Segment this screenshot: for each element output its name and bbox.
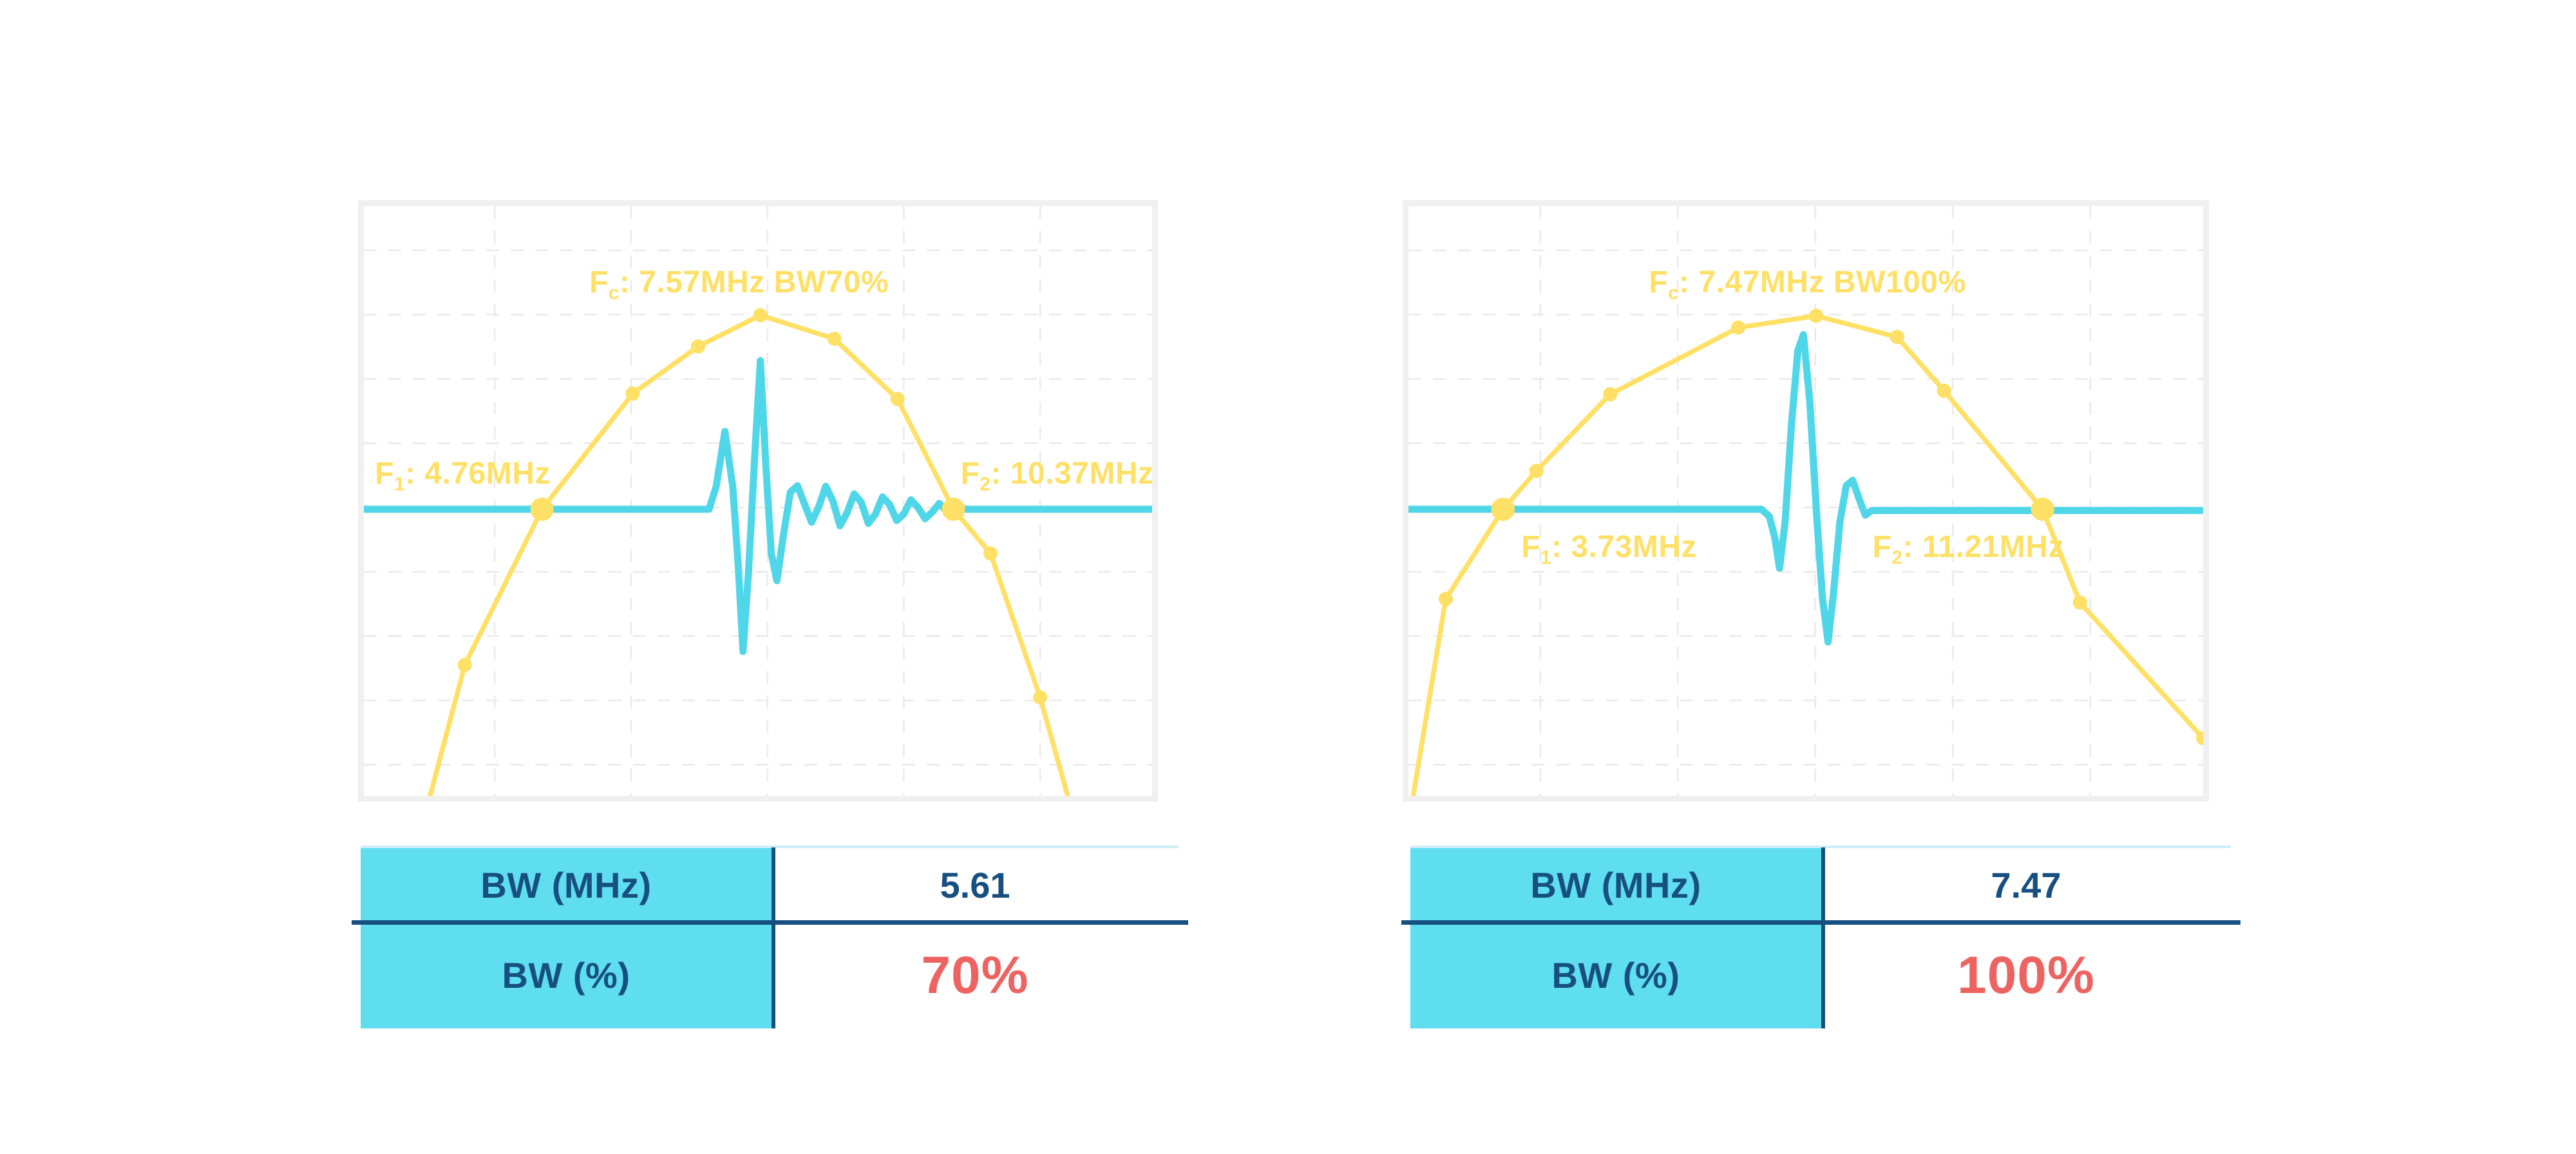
frequency-spectrum-marker-small — [1731, 320, 1746, 335]
f1-value: : 4.76MHz — [405, 457, 551, 491]
fc-value: : 7.57MHz BW70% — [619, 265, 889, 300]
f2-value: : 10.37MHz — [990, 457, 1154, 491]
frequency-spectrum-marker-small — [1529, 464, 1544, 478]
frequency-spectrum-marker-small — [1033, 690, 1048, 705]
fc-label: F — [1649, 265, 1669, 300]
chart-frame-broadband: Fc: 7.47MHz BW100% F1: 3.73MHz F2: 11.21… — [1403, 200, 2209, 802]
f2-annotation: F2: 10.37MHz — [960, 457, 1154, 494]
pulse-echo-waveform-curve — [1408, 331, 2203, 646]
pulse-echo-waveform-curve — [364, 357, 1152, 656]
fc-subscript: c — [608, 283, 620, 305]
f2-label: F — [1872, 529, 1892, 564]
f2-label: F — [960, 457, 980, 491]
frequency-spectrum-marker-small — [1889, 330, 1904, 345]
table-row: BW (%) 100% — [1410, 922, 2231, 1028]
f1-label: F — [375, 457, 394, 491]
table-top-rule — [361, 846, 1179, 848]
fc-annotation: Fc: 7.57MHz BW70% — [589, 265, 889, 303]
bw-mhz-value-cell: 5.61 — [772, 847, 1179, 922]
frequency-spectrum-marker-small — [2195, 731, 2203, 746]
chart-frame-narrowband: Fc: 7.57MHz BW70% F1: 4.76MHz F2: 10.37M… — [358, 200, 1158, 802]
frequency-spectrum-curve — [1410, 313, 2203, 796]
table-row: BW (MHz) 5.61 — [361, 847, 1179, 922]
frequency-spectrum-marker-small — [827, 332, 842, 346]
frequency-spectrum-marker-small — [983, 546, 998, 561]
frequency-spectrum-marker-small — [1438, 592, 1454, 607]
table-column-divider — [772, 847, 775, 1028]
fc-value: : 7.47MHz BW100% — [1679, 265, 1966, 300]
frequency-spectrum-marker-big — [1491, 497, 1515, 521]
f2-subscript: 2 — [1891, 547, 1903, 569]
chart-canvas-broadband — [1408, 206, 2203, 796]
chart-canvas-narrowband — [364, 206, 1152, 796]
f1-subscript: 1 — [393, 473, 405, 495]
f1-annotation: F1: 3.73MHz — [1521, 529, 1697, 569]
frequency-spectrum-marker-small — [457, 657, 472, 672]
table-column-divider — [1821, 847, 1825, 1028]
frequency-spectrum-marker-big — [530, 497, 554, 521]
f1-value: : 3.73MHz — [1551, 529, 1697, 564]
frequency-spectrum-marker-small — [690, 339, 705, 354]
frequency-spectrum-marker-big — [942, 497, 965, 521]
table-row: BW (MHz) 7.47 — [1410, 847, 2231, 922]
fc-label: F — [589, 265, 609, 300]
frequency-spectrum-marker-small — [890, 392, 905, 406]
f2-value: : 11.21MHz — [1902, 529, 2064, 564]
f2-subscript: 2 — [980, 473, 991, 495]
f1-annotation: F1: 4.76MHz — [375, 457, 551, 494]
frequency-spectrum-marker-small — [1937, 383, 1951, 398]
frequency-spectrum-marker-small — [1603, 387, 1618, 402]
bw-mhz-label-cell: BW (MHz) — [361, 847, 772, 922]
table-row-divider — [1401, 920, 2240, 925]
fc-annotation: Fc: 7.47MHz BW100% — [1649, 265, 1966, 303]
f1-subscript: 1 — [1540, 547, 1552, 569]
table-row: BW (%) 70% — [361, 922, 1179, 1028]
frequency-spectrum-marker-small — [753, 308, 768, 323]
bw-mhz-label-cell: BW (MHz) — [1410, 847, 1821, 922]
bw-mhz-value-cell: 7.47 — [1821, 847, 2231, 922]
frequency-spectrum-marker-small — [1808, 308, 1824, 323]
frequency-spectrum-curve — [428, 312, 1070, 796]
bw-pct-value-cell: 100% — [1821, 922, 2231, 1028]
bw-table-broadband: BW (MHz) 7.47 BW (%) 100% — [1401, 846, 2240, 1028]
bw-pct-label-cell: BW (%) — [1410, 922, 1821, 1028]
bw-pct-value-cell: 70% — [772, 922, 1179, 1028]
bw-pct-label-cell: BW (%) — [361, 922, 772, 1028]
frequency-spectrum-marker-small — [2072, 595, 2087, 610]
f2-annotation: F2: 11.21MHz — [1872, 529, 2064, 569]
f1-label: F — [1521, 529, 1541, 564]
fc-subscript: c — [1668, 283, 1680, 305]
frequency-spectrum-marker-small — [625, 386, 640, 401]
bw-table-narrowband: BW (MHz) 5.61 BW (%) 70% — [352, 846, 1188, 1028]
table-row-divider — [352, 920, 1188, 925]
table-top-rule — [1410, 846, 2231, 848]
frequency-spectrum-marker-big — [2031, 497, 2054, 521]
